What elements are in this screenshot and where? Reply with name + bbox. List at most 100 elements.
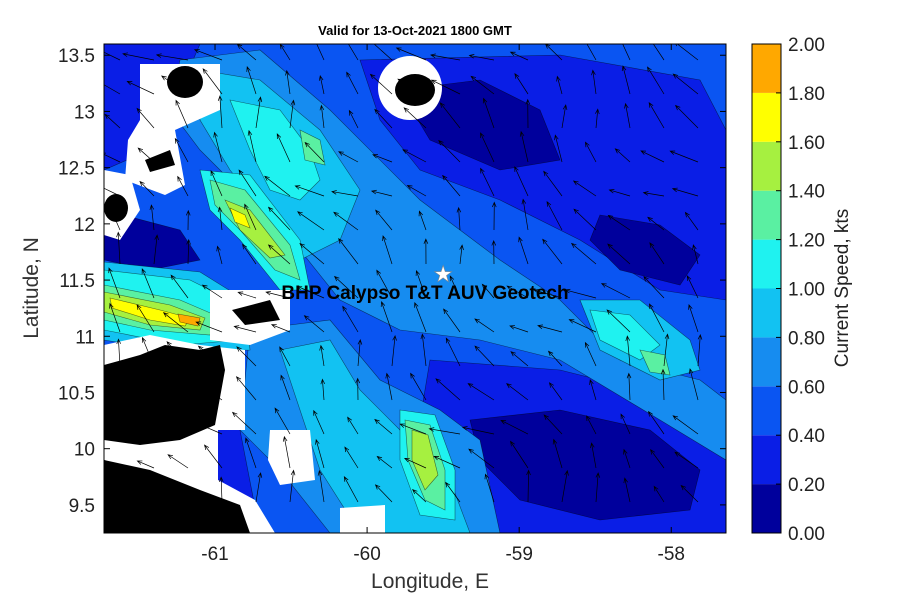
vector-arrow [624,102,631,129]
y-tick-label: 12 [74,215,95,236]
vector-arrow [155,53,189,61]
vector-arrow [255,472,263,503]
vector-arrow [430,53,461,61]
vector-arrow [675,44,699,61]
vector-arrow [346,71,359,95]
vector-arrow [585,141,597,163]
field-region [411,429,439,491]
vector-arrow [175,99,189,129]
vector-arrow [395,47,427,61]
vector-arrow [174,137,189,163]
vector-arrow [217,206,223,231]
vector-arrow [202,68,223,95]
vector-arrow [647,216,665,231]
colorbar-label: Current Speed, kts [832,209,853,367]
plot-frame [103,43,727,534]
vector-arrow [104,84,121,95]
vector-arrow [104,484,121,503]
x-tick-label: -61 [201,544,228,565]
vector-arrow [304,141,325,163]
vector-arrow [435,378,461,401]
vector-arrow [195,321,223,333]
island [104,194,128,222]
vector-arrow [686,275,699,299]
vector-arrow [133,380,155,401]
vector-arrow [642,191,665,197]
vector-arrow [280,374,291,401]
vector-arrow [647,66,665,95]
vector-arrow [247,129,257,163]
vector-arrow [376,455,393,469]
vector-arrow [244,203,257,231]
colorbar-band [752,484,781,533]
vector-arrow [470,75,495,95]
vector-arrow [348,109,359,129]
colorbar-tick-label: 1.80 [788,84,825,105]
vector-arrow [403,107,427,129]
vector-arrow [167,454,189,469]
vector-arrow [315,438,325,469]
vector-arrow [391,334,397,367]
tobago [232,300,280,325]
colorbar-tick-label: 0.20 [788,475,825,496]
vector-arrow [186,238,191,265]
vector-arrow [149,204,155,231]
vector-arrow [591,69,597,95]
vector-arrow [107,202,121,231]
vector-arrow [233,325,257,333]
vector-arrow [397,78,427,95]
colorbar-tick-label: 1.40 [788,182,825,203]
vector-arrow [445,337,461,367]
vector-arrow [614,148,631,163]
vector-arrow [412,488,427,503]
vector-arrow [374,108,393,129]
vector-arrow [316,44,325,61]
vector-arrow [526,469,531,503]
vector-arrow [491,239,497,265]
vector-arrow [376,269,393,299]
vector-arrow [342,305,359,333]
vector-arrow [122,52,155,61]
field-region [109,297,191,327]
vector-arrow [331,190,359,197]
vector-arrow [606,309,631,333]
vector-arrow [343,476,359,503]
land-mask [268,430,315,485]
colorbar-tick-label: 1.60 [788,133,825,154]
vector-arrow [355,377,361,401]
vector-arrow [607,214,631,231]
vector-arrow [647,410,665,435]
colorbar-band [752,337,781,387]
vector-arrow [533,289,563,299]
vector-arrow [289,99,296,129]
vector-arrow [482,97,495,129]
x-tick-label: -60 [353,544,380,565]
vector-arrow [399,423,427,435]
vector-arrow [671,187,699,197]
vector-arrow [203,444,223,469]
colorbar-tick-label: 1.00 [788,280,825,301]
vector-arrow [235,376,257,401]
vector-arrow [660,368,666,401]
vector-arrow [104,187,121,197]
vector-arrow [104,425,121,435]
vector-arrow [564,288,597,299]
vector-arrow [373,44,393,61]
vector-arrow [414,301,427,333]
vector-arrow [289,469,296,503]
vector-arrow [219,476,224,503]
y-tick-label: 9.5 [69,496,95,517]
vector-arrow [649,242,665,265]
island [167,66,203,98]
vector-arrow [428,427,461,435]
vector-arrow [443,308,461,333]
current-vectors [104,44,703,503]
vector-arrow [116,338,121,367]
colorbar-band [752,435,781,485]
vector-arrow [561,104,568,129]
vector-arrow [104,51,121,61]
vector-arrow [506,285,529,299]
vector-arrow [643,276,665,299]
vector-arrow [130,428,155,435]
